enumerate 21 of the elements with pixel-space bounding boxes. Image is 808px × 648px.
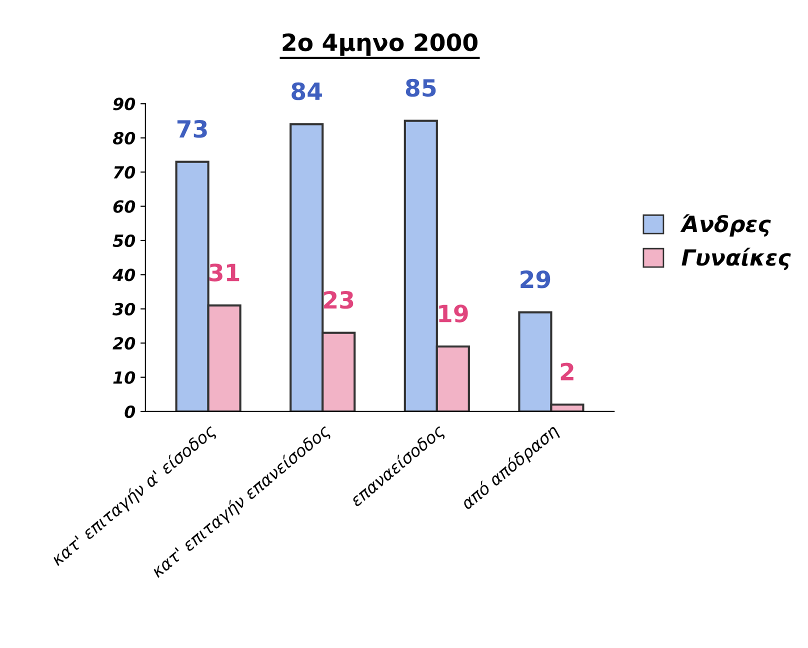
y-tick-label: 90 (113, 98, 136, 110)
data-label: 31 (209, 264, 240, 282)
data-label: 23 (324, 290, 354, 309)
y-tick-label: 60 (113, 200, 136, 213)
y-tick-label: 0 (124, 405, 136, 418)
y-tick-label: 80 (112, 132, 136, 144)
y-tick-label: 10 (113, 371, 136, 384)
data-label: 2 (560, 362, 574, 380)
data-label: 85 (406, 78, 436, 97)
data-label: 29 (520, 270, 550, 288)
legend-label: Άνδρες (680, 214, 771, 237)
y-tick-label: 20 (112, 337, 136, 350)
chart-title: 2ο 4μηνο 2000 (282, 33, 478, 56)
y-tick-label: 70 (114, 166, 136, 179)
data-label: 19 (439, 304, 468, 322)
data-label: 73 (177, 120, 207, 138)
y-tick-label: 50 (112, 234, 136, 248)
y-tick-label: 40 (112, 268, 136, 282)
legend-label: Γυναίκες (682, 248, 791, 270)
y-tick-label: 30 (112, 302, 136, 316)
data-label: 84 (292, 82, 322, 100)
